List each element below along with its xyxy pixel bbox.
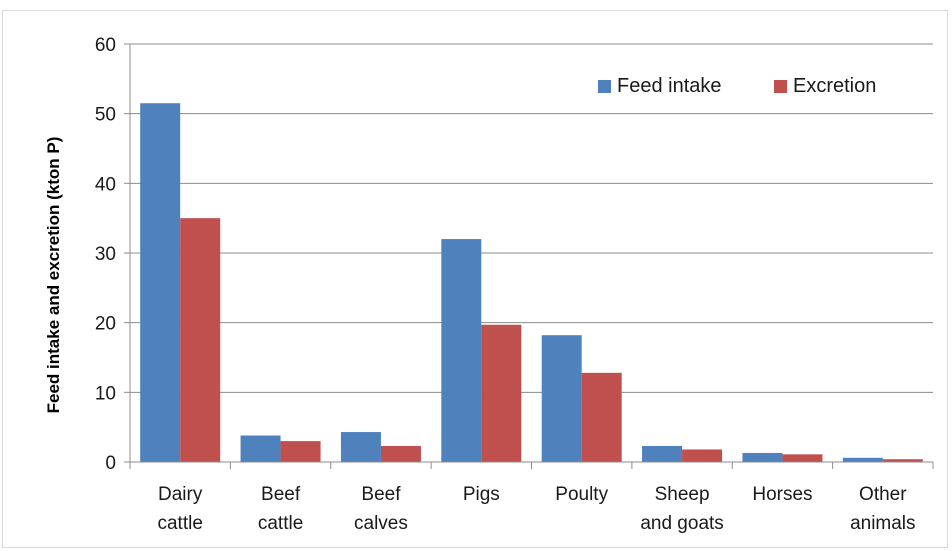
bar-feed-intake bbox=[541, 335, 582, 462]
y-axis-title: Feed intake and excretion (kton P) bbox=[44, 137, 63, 414]
x-category-label: Dairy cattle bbox=[157, 484, 202, 534]
bar-excretion bbox=[380, 445, 421, 462]
x-category-label: Pigs bbox=[463, 484, 500, 505]
y-tick-label: 40 bbox=[95, 174, 116, 195]
bars bbox=[140, 103, 923, 462]
axis-labels: 0 10 20 30 40 50 60 Dairy cattle Beef cattle Beef ca… bbox=[95, 35, 916, 534]
x-category-label: Beef calves bbox=[354, 484, 408, 534]
y-tick-label: 30 bbox=[95, 244, 116, 265]
x-category-label: Horses bbox=[752, 484, 812, 505]
bar-excretion bbox=[581, 372, 622, 462]
legend-swatch bbox=[598, 80, 611, 93]
legend-label: Excretion bbox=[793, 75, 876, 97]
bar-excretion bbox=[682, 449, 723, 462]
y-tick-label: 50 bbox=[95, 105, 116, 126]
bar-excretion bbox=[481, 324, 522, 462]
y-tick-label: 0 bbox=[105, 453, 116, 474]
y-tick-label: 20 bbox=[95, 314, 116, 335]
bar-feed-intake bbox=[340, 432, 381, 462]
bar-excretion bbox=[882, 459, 923, 462]
bar-excretion bbox=[180, 218, 221, 462]
bar-feed-intake bbox=[441, 239, 482, 462]
legend: Feed intake Excretion bbox=[598, 75, 876, 97]
legend-swatch bbox=[774, 80, 787, 93]
bar-feed-intake bbox=[742, 452, 783, 462]
y-tick-label: 10 bbox=[95, 383, 116, 404]
gridlines bbox=[130, 43, 933, 393]
x-category-label: Poulty bbox=[555, 484, 608, 505]
x-category-label: Beef cattle bbox=[258, 484, 303, 534]
bar-excretion bbox=[782, 454, 823, 462]
bar-feed-intake bbox=[842, 457, 883, 462]
y-tick-label: 60 bbox=[95, 35, 116, 56]
axes bbox=[124, 43, 934, 469]
x-category-label: Other animals bbox=[850, 484, 915, 534]
bar-feed-intake bbox=[140, 103, 181, 462]
bar-feed-intake bbox=[240, 435, 281, 462]
bar-excretion bbox=[280, 441, 321, 462]
bar-feed-intake bbox=[642, 445, 683, 462]
legend-label: Feed intake bbox=[617, 75, 722, 97]
x-category-label: Sheep and goats bbox=[640, 484, 723, 534]
